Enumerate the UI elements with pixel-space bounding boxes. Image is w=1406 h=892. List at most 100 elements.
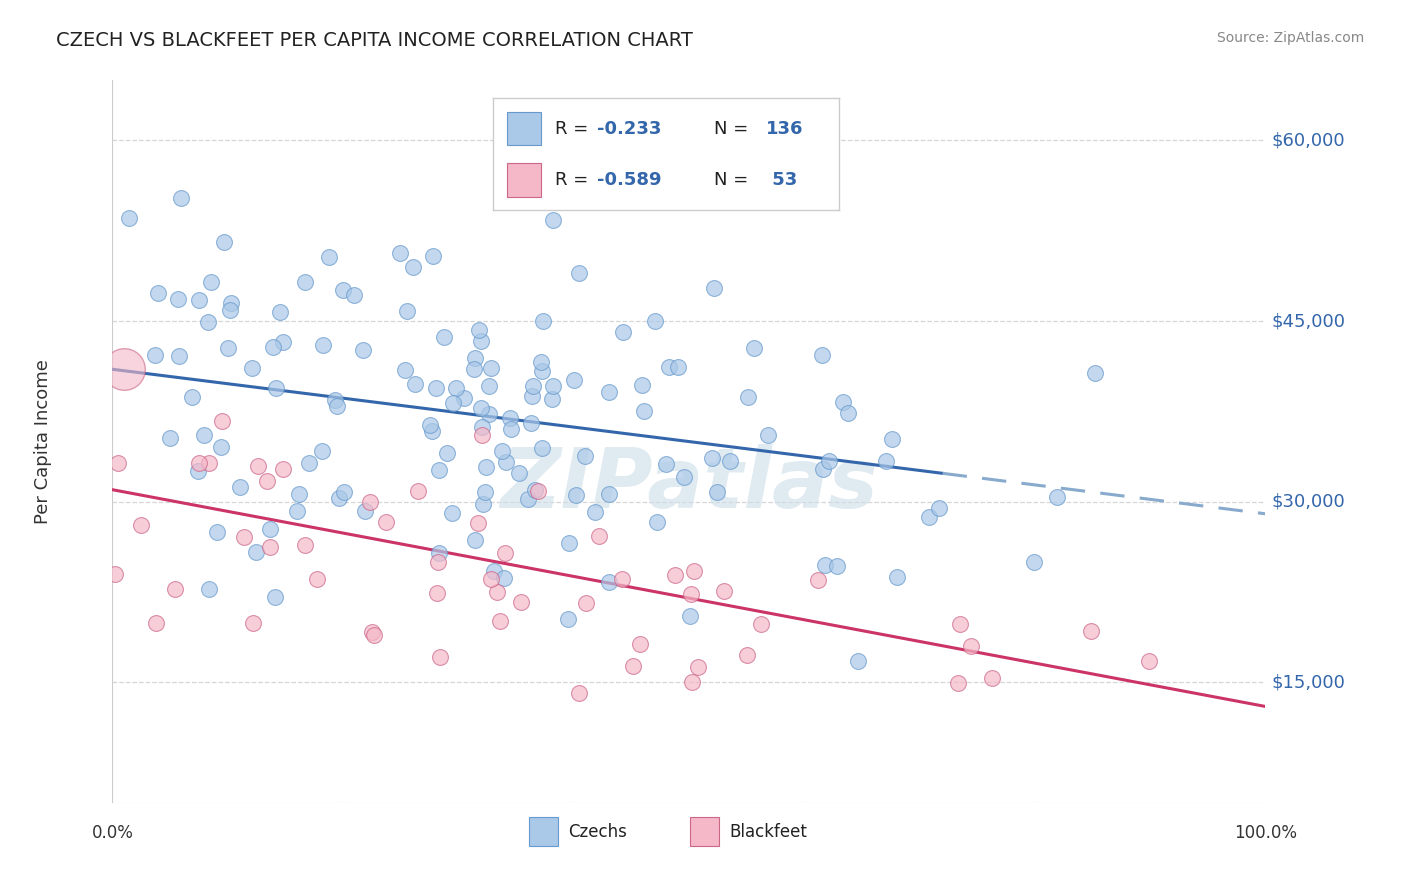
Point <box>718 453 741 467</box>
Point <box>361 624 384 639</box>
Point <box>598 575 620 590</box>
Point <box>425 381 447 395</box>
Point <box>1022 556 1045 570</box>
Point <box>628 637 651 651</box>
Point <box>475 459 498 474</box>
Point <box>146 286 169 301</box>
Point <box>558 536 581 550</box>
Point <box>485 585 508 599</box>
Point <box>543 379 565 393</box>
Point <box>163 582 186 597</box>
Point <box>568 686 591 700</box>
Point <box>658 359 681 374</box>
Point <box>363 628 385 642</box>
Point <box>530 364 553 378</box>
Point <box>104 567 127 582</box>
Point <box>205 525 228 540</box>
Point <box>654 458 676 472</box>
Point <box>246 458 269 473</box>
Point <box>187 464 209 478</box>
Point <box>1080 624 1102 639</box>
Point <box>471 428 494 442</box>
Point <box>419 417 441 432</box>
Point <box>332 283 354 297</box>
Point <box>530 441 553 455</box>
Point <box>259 540 281 554</box>
Point <box>588 529 610 543</box>
Point <box>489 615 512 629</box>
Point <box>495 455 517 469</box>
Point <box>264 381 287 395</box>
Point <box>479 360 502 375</box>
Point <box>352 343 374 357</box>
Point <box>1046 490 1069 504</box>
Point <box>478 379 501 393</box>
Point <box>453 391 475 405</box>
Point <box>706 484 728 499</box>
Point <box>522 379 544 393</box>
Point <box>981 671 1004 685</box>
Point <box>832 395 855 409</box>
Point <box>440 506 463 520</box>
Point <box>245 544 267 558</box>
Point <box>886 570 908 584</box>
Point <box>188 456 211 470</box>
Point <box>846 654 869 668</box>
Point <box>271 334 294 349</box>
Point <box>610 572 633 586</box>
Point <box>470 420 492 434</box>
Point <box>520 389 543 403</box>
Point <box>433 330 456 344</box>
Point <box>343 288 366 302</box>
Point <box>598 487 620 501</box>
Point <box>630 377 652 392</box>
Point <box>818 454 841 468</box>
Point <box>187 293 209 307</box>
Point <box>470 334 492 348</box>
Point <box>564 488 586 502</box>
Point <box>288 487 311 501</box>
Point <box>508 466 530 480</box>
Point <box>214 235 236 250</box>
Point <box>810 349 832 363</box>
Point <box>197 316 219 330</box>
Point <box>221 296 243 310</box>
Point <box>441 396 464 410</box>
Point <box>482 565 505 579</box>
Point <box>328 491 350 505</box>
Point <box>531 314 554 328</box>
Point <box>807 573 830 587</box>
Point <box>353 504 375 518</box>
Point <box>562 374 585 388</box>
Text: 100.0%: 100.0% <box>1234 824 1296 842</box>
Text: $45,000: $45,000 <box>1271 312 1346 330</box>
Point <box>621 659 644 673</box>
Point <box>574 449 596 463</box>
Point <box>218 303 240 318</box>
Point <box>491 444 513 458</box>
Point <box>479 572 502 586</box>
Point <box>468 323 491 337</box>
Point <box>557 612 579 626</box>
Point <box>396 303 419 318</box>
Text: CZECH VS BLACKFEET PER CAPITA INCOME CORRELATION CHART: CZECH VS BLACKFEET PER CAPITA INCOME COR… <box>56 31 693 50</box>
Point <box>229 480 252 494</box>
Point <box>429 649 451 664</box>
Point <box>159 431 181 445</box>
Point <box>516 492 538 507</box>
Point <box>520 416 543 430</box>
Point <box>749 617 772 632</box>
Point <box>644 314 666 328</box>
Point <box>263 590 285 604</box>
Point <box>112 362 135 376</box>
Point <box>467 516 489 530</box>
Point <box>323 393 346 408</box>
Point <box>170 191 193 205</box>
Point <box>825 559 848 574</box>
Point <box>232 530 254 544</box>
Text: $60,000: $60,000 <box>1271 131 1344 150</box>
Point <box>612 326 634 340</box>
Point <box>406 484 429 499</box>
Point <box>946 675 969 690</box>
Point <box>269 304 291 318</box>
